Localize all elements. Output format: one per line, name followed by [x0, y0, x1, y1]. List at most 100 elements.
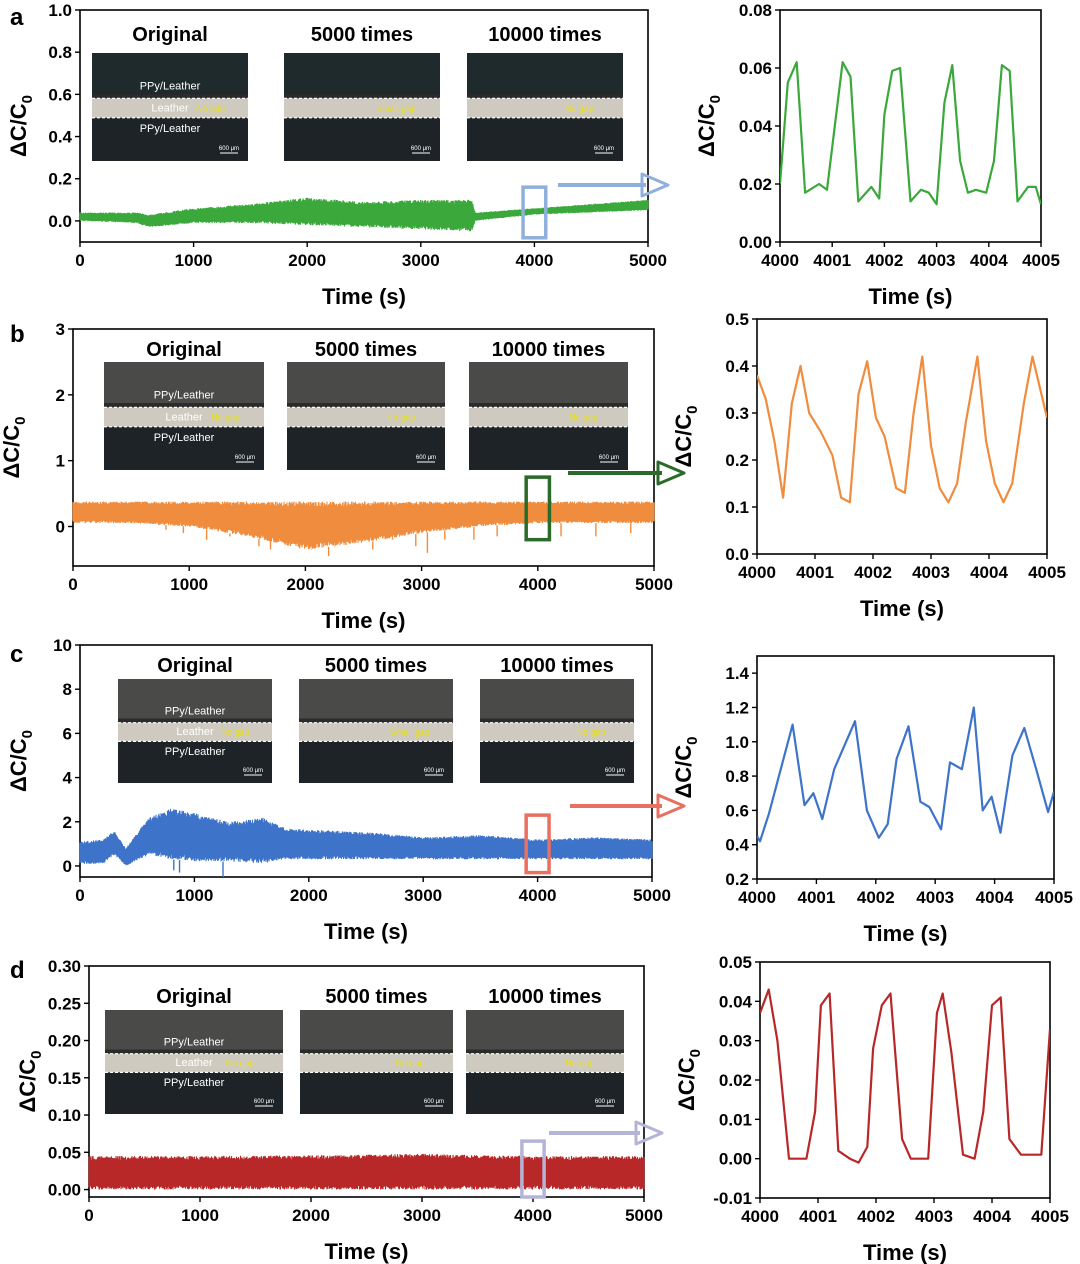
y-tick-label: 0.08 — [739, 1, 772, 20]
y-tick-label: 0.05 — [719, 953, 752, 972]
micrograph-title: 5000 times — [325, 986, 427, 1008]
y-tick-label: 0.05 — [48, 1143, 81, 1162]
photo-label-top: PPy/Leather — [154, 390, 215, 402]
micrograph-5000-times — [300, 1010, 453, 1114]
y-tick-label: 4 — [63, 769, 73, 788]
micrograph-10000-times — [469, 362, 628, 470]
photo-label-top: PPy/Leather — [140, 81, 201, 93]
x-tick-label: 4005 — [1031, 1207, 1069, 1226]
y-tick-label: -0.01 — [713, 1189, 752, 1208]
photo-label-bottom: PPy/Leather — [165, 746, 226, 758]
micrograph-title: Original — [156, 986, 232, 1008]
x-tick-label: 1000 — [175, 886, 213, 905]
micrograph-5000-times — [287, 362, 445, 470]
x-tick-label: 4005 — [1028, 563, 1066, 582]
x-tick-label: 4003 — [918, 251, 956, 270]
y-tick-label: 0.02 — [719, 1071, 752, 1090]
x-tick-label: 0 — [75, 886, 84, 905]
plot-frame-d-main — [88, 965, 645, 1198]
micrograph-top-layer — [287, 362, 445, 404]
micrograph-10000-times — [480, 679, 634, 783]
micrograph-title: 5000 times — [315, 339, 417, 361]
micrograph-title: Original — [146, 339, 222, 361]
micrograph-leather-layer — [480, 722, 634, 742]
plot-frame-b-zoom — [756, 318, 1048, 555]
y-axis-label-main: ΔC/C — [674, 1057, 699, 1111]
micrograph-bottom-layer — [118, 741, 272, 783]
x-tick-label: 4005 — [1022, 251, 1060, 270]
y-axis-label-main: ΔC/C — [671, 745, 696, 799]
micrograph-title: Original — [132, 24, 208, 46]
micrograph-top-layer — [300, 1010, 453, 1050]
zoom-arrow-head — [656, 460, 686, 486]
x-tick-label: 4001 — [797, 888, 835, 907]
y-tick-label: 0.03 — [719, 1032, 752, 1051]
photo-label-bottom: PPy/Leather — [164, 1077, 225, 1089]
plot-frame-a-main — [79, 9, 649, 243]
micrograph-bottom-layer — [287, 426, 445, 470]
y-tick-label: 0.8 — [725, 767, 749, 786]
scale-bar-label: 600 μm — [416, 455, 436, 461]
micrograph-leather-layer — [284, 98, 440, 118]
micrograph-leather-layer — [104, 407, 264, 427]
x-tick-label: 1000 — [175, 251, 213, 270]
y-axis-label: ΔC/C0 — [674, 1049, 704, 1111]
y-tick-label: 0.20 — [48, 1032, 81, 1051]
x-axis-label: Time (s) — [325, 1239, 409, 1264]
y-tick-label: 0.4 — [48, 128, 72, 147]
y-tick-label: 0.0 — [48, 212, 72, 231]
y-axis-label-subscript: 0 — [28, 1050, 45, 1058]
y-tick-label: 0.0 — [725, 545, 749, 564]
x-tick-label: 4002 — [857, 888, 895, 907]
y-tick-label: 0.04 — [719, 992, 753, 1011]
x-tick-label: 5000 — [629, 251, 667, 270]
x-tick-label: 3000 — [402, 251, 440, 270]
photo-label-bottom: PPy/Leather — [140, 123, 201, 135]
photo-note-gap: No gap — [569, 412, 598, 422]
micrograph-10000-times — [466, 1010, 624, 1114]
y-axis-label: ΔC/C0 — [671, 736, 701, 798]
plot-frame-c-zoom — [756, 655, 1055, 880]
y-tick-label: 1.2 — [725, 698, 749, 717]
micrograph-original — [104, 362, 264, 470]
x-tick-label: 4000 — [738, 888, 776, 907]
photo-note-gap: No gap — [196, 103, 225, 113]
y-axis-label-main: ΔC/C — [6, 738, 31, 792]
scale-bar-label: 600 μm — [595, 1099, 615, 1105]
y-tick-label: 0.30 — [48, 957, 81, 976]
x-axis-label: Time (s) — [322, 608, 406, 633]
micrograph-bottom-layer — [92, 117, 248, 161]
y-axis-label-main: ΔC/C — [0, 425, 24, 479]
y-tick-label: 0.2 — [725, 870, 749, 889]
y-tick-label: 0.00 — [48, 1181, 81, 1200]
micrograph-5000-times — [299, 679, 453, 783]
panel-letter-d: d — [10, 957, 25, 984]
scale-bar-label: 600 μm — [424, 1099, 444, 1105]
micrograph-top-layer — [104, 362, 264, 404]
micrograph-bottom-layer — [300, 1072, 453, 1114]
y-tick-label: 2 — [56, 386, 65, 405]
y-axis-label: ΔC/C0 — [6, 730, 36, 792]
zoom-arrow-head — [634, 1120, 664, 1146]
scale-bar-label: 600 μm — [219, 146, 239, 152]
photo-label-middle: Leather — [165, 411, 203, 423]
y-tick-label: 0.2 — [725, 451, 749, 470]
scale-bar-label: 600 μm — [424, 768, 444, 774]
micrograph-top-layer — [467, 53, 623, 95]
series-signal-c-main — [79, 808, 653, 866]
x-tick-label: 4000 — [738, 563, 776, 582]
photo-label-middle: Leather — [176, 726, 214, 738]
x-tick-label: 4004 — [970, 563, 1008, 582]
y-tick-label: 0 — [63, 857, 72, 876]
y-tick-label: 0 — [56, 518, 65, 537]
zoom-arrow-head — [656, 793, 686, 819]
x-tick-label: 4000 — [514, 1206, 552, 1225]
x-tick-label: 4004 — [973, 1207, 1011, 1226]
y-axis-label-subscript: 0 — [19, 730, 36, 738]
micrograph-leather-layer — [287, 407, 445, 427]
series-line-a-zoom — [780, 61, 1041, 206]
micrograph-leather-layer — [92, 98, 248, 118]
y-tick-label: 2 — [63, 813, 72, 832]
micrograph-top-layer — [105, 1010, 283, 1050]
plot-frame-c-main — [79, 644, 653, 878]
